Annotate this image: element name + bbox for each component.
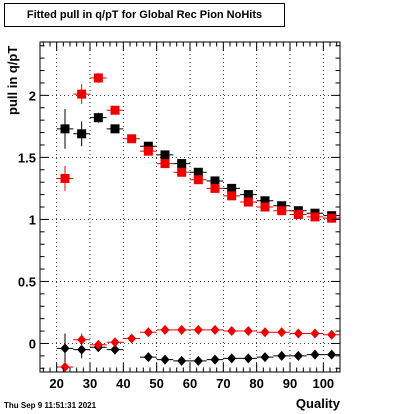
series-1 [56, 108, 340, 221]
data-point [227, 353, 237, 364]
y-tick-label: 0 [29, 336, 36, 351]
data-point [143, 327, 153, 338]
data-point [227, 191, 237, 201]
x-tick-label: 50 [149, 376, 163, 391]
x-tick-label: 100 [312, 376, 334, 391]
data-point [260, 202, 270, 212]
data-point [93, 113, 103, 123]
data-point [310, 349, 320, 360]
data-point [193, 355, 203, 366]
data-point [77, 344, 87, 355]
data-point [210, 176, 220, 186]
data-point [260, 196, 270, 206]
data-point [110, 105, 120, 115]
data-points [56, 73, 340, 373]
data-point [243, 190, 253, 200]
data-point [160, 159, 170, 169]
data-point [277, 201, 287, 211]
data-point [127, 333, 137, 344]
data-point [293, 209, 303, 219]
series-2 [56, 73, 340, 223]
data-point [110, 344, 120, 355]
data-point [127, 134, 137, 144]
axes: 20 30 40 50 60 70 80 90 100 0 0.5 1 1.5 2 [18, 41, 341, 391]
series-4 [56, 324, 340, 373]
data-point [60, 343, 70, 354]
timestamp: Thu Sep 9 11:51:31 2021 [4, 401, 97, 410]
data-point [93, 73, 103, 83]
data-point [277, 350, 287, 361]
y-tick-label: 2 [29, 88, 36, 103]
data-point [77, 129, 87, 139]
series-3 [56, 333, 340, 366]
data-point [293, 328, 303, 339]
data-point [143, 146, 153, 156]
y-tick-label: 1 [29, 212, 36, 227]
data-point [260, 327, 270, 338]
data-point [143, 352, 153, 363]
data-point [160, 150, 170, 160]
data-point [143, 141, 153, 151]
data-point [210, 324, 220, 335]
data-point [227, 326, 237, 337]
x-axis-label: Quality [295, 396, 340, 411]
data-point [243, 197, 253, 207]
x-tick-label: 30 [83, 376, 97, 391]
data-point [93, 339, 103, 350]
data-point [293, 350, 303, 361]
data-point [77, 89, 87, 99]
data-point [243, 326, 253, 337]
data-point [210, 354, 220, 365]
y-tick-label: 0.5 [18, 274, 36, 289]
data-point [227, 183, 237, 193]
x-tick-label: 40 [116, 376, 130, 391]
x-tick-label: 80 [249, 376, 263, 391]
data-point [327, 213, 337, 223]
data-point [160, 354, 170, 365]
data-point [177, 167, 187, 177]
data-point [110, 337, 120, 348]
data-point [277, 327, 287, 338]
y-axis-label: pull in q/pT [5, 45, 20, 115]
data-point [210, 183, 220, 193]
chart-title: Fitted pull in q/pT for Global Rec Pion … [4, 3, 285, 27]
data-point [327, 329, 337, 340]
data-point [177, 355, 187, 366]
data-point [243, 353, 253, 364]
data-point [193, 324, 203, 335]
data-point [77, 334, 87, 345]
data-point [327, 349, 337, 360]
data-point [260, 352, 270, 363]
data-point [160, 324, 170, 335]
x-tick-label: 20 [49, 376, 63, 391]
x-tick-label: 70 [216, 376, 230, 391]
data-point [277, 206, 287, 216]
data-point [60, 362, 70, 373]
data-point [177, 159, 187, 169]
x-tick-label: 90 [283, 376, 297, 391]
data-point [110, 124, 120, 134]
data-point [193, 175, 203, 185]
x-tick-label: 60 [183, 376, 197, 391]
data-point [177, 324, 187, 335]
data-point [310, 212, 320, 222]
y-tick-label: 1.5 [18, 150, 36, 165]
data-point [193, 167, 203, 177]
data-point [310, 328, 320, 339]
data-point [60, 124, 70, 134]
data-point [60, 173, 70, 183]
